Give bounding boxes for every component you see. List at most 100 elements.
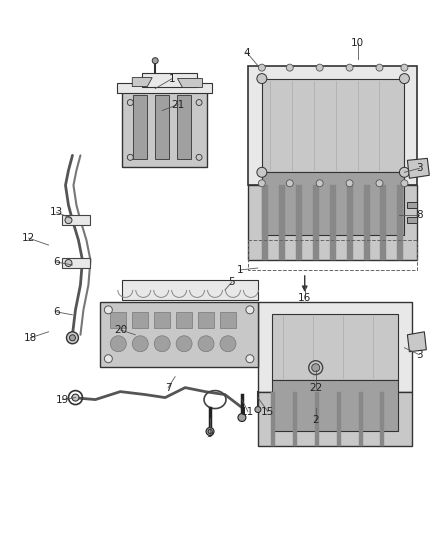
Polygon shape <box>198 312 214 328</box>
Text: 6: 6 <box>53 307 60 317</box>
Polygon shape <box>314 392 319 447</box>
Circle shape <box>255 407 261 413</box>
Circle shape <box>127 100 133 106</box>
Text: 12: 12 <box>22 233 35 243</box>
Polygon shape <box>262 185 268 260</box>
Circle shape <box>176 336 192 352</box>
Circle shape <box>65 216 72 224</box>
Circle shape <box>309 361 323 375</box>
Polygon shape <box>407 217 417 223</box>
Circle shape <box>286 64 293 71</box>
Text: 20: 20 <box>114 325 127 335</box>
Polygon shape <box>132 78 152 86</box>
Polygon shape <box>258 392 413 447</box>
Circle shape <box>127 155 133 160</box>
Polygon shape <box>337 392 341 447</box>
Circle shape <box>399 167 410 177</box>
Text: 1: 1 <box>237 265 243 275</box>
Circle shape <box>401 180 408 187</box>
Polygon shape <box>258 302 413 392</box>
Polygon shape <box>122 87 207 167</box>
Polygon shape <box>279 185 285 260</box>
Text: 22: 22 <box>309 383 322 393</box>
Polygon shape <box>176 312 192 328</box>
Bar <box>248 240 417 270</box>
Circle shape <box>104 355 112 362</box>
Circle shape <box>104 306 112 314</box>
Circle shape <box>401 64 408 71</box>
Text: 3: 3 <box>416 163 423 173</box>
Circle shape <box>376 180 383 187</box>
Circle shape <box>152 58 158 63</box>
Text: 16: 16 <box>298 293 311 303</box>
Circle shape <box>65 260 72 266</box>
Polygon shape <box>293 392 297 447</box>
Text: 8: 8 <box>416 210 423 220</box>
Polygon shape <box>142 72 197 86</box>
Polygon shape <box>117 83 212 93</box>
Polygon shape <box>359 392 363 447</box>
Circle shape <box>346 64 353 71</box>
Polygon shape <box>220 312 236 328</box>
Polygon shape <box>272 314 399 379</box>
Polygon shape <box>248 185 417 260</box>
Text: 6: 6 <box>53 257 60 267</box>
Polygon shape <box>154 312 170 328</box>
Circle shape <box>258 64 265 71</box>
Text: 7: 7 <box>165 383 171 393</box>
Circle shape <box>72 394 79 401</box>
Circle shape <box>198 336 214 352</box>
Polygon shape <box>381 392 385 447</box>
Polygon shape <box>177 94 191 159</box>
Polygon shape <box>110 312 126 328</box>
Text: 9: 9 <box>207 430 213 440</box>
Polygon shape <box>63 258 90 268</box>
Text: 1: 1 <box>169 74 176 84</box>
Circle shape <box>154 336 170 352</box>
Polygon shape <box>262 78 404 172</box>
Polygon shape <box>132 312 148 328</box>
Text: 21: 21 <box>172 100 185 109</box>
Text: 10: 10 <box>351 38 364 48</box>
Circle shape <box>399 74 410 84</box>
Polygon shape <box>407 332 426 352</box>
Circle shape <box>110 336 126 352</box>
Circle shape <box>67 332 78 344</box>
Circle shape <box>196 100 202 106</box>
Text: 2: 2 <box>312 415 319 424</box>
Circle shape <box>220 336 236 352</box>
Polygon shape <box>262 172 404 235</box>
Polygon shape <box>407 158 429 178</box>
Text: 15: 15 <box>261 407 275 416</box>
Polygon shape <box>364 185 370 260</box>
Circle shape <box>316 64 323 71</box>
Circle shape <box>286 180 293 187</box>
Circle shape <box>312 364 320 372</box>
Polygon shape <box>296 185 302 260</box>
Circle shape <box>246 355 254 362</box>
Polygon shape <box>381 185 386 260</box>
Circle shape <box>376 64 383 71</box>
Text: 4: 4 <box>244 47 250 58</box>
Polygon shape <box>407 202 417 208</box>
Text: 19: 19 <box>56 394 69 405</box>
Circle shape <box>246 306 254 314</box>
Polygon shape <box>155 94 169 159</box>
Circle shape <box>257 167 267 177</box>
Polygon shape <box>63 215 90 225</box>
Circle shape <box>316 180 323 187</box>
Circle shape <box>196 155 202 160</box>
Circle shape <box>346 180 353 187</box>
Polygon shape <box>177 78 202 86</box>
Polygon shape <box>133 94 147 159</box>
Polygon shape <box>346 185 353 260</box>
Polygon shape <box>397 185 403 260</box>
Polygon shape <box>122 280 258 300</box>
Text: 18: 18 <box>24 333 37 343</box>
Polygon shape <box>100 302 258 367</box>
Polygon shape <box>272 379 399 432</box>
Polygon shape <box>271 392 275 447</box>
Text: 3: 3 <box>416 350 423 360</box>
Polygon shape <box>248 66 417 185</box>
Circle shape <box>257 74 267 84</box>
